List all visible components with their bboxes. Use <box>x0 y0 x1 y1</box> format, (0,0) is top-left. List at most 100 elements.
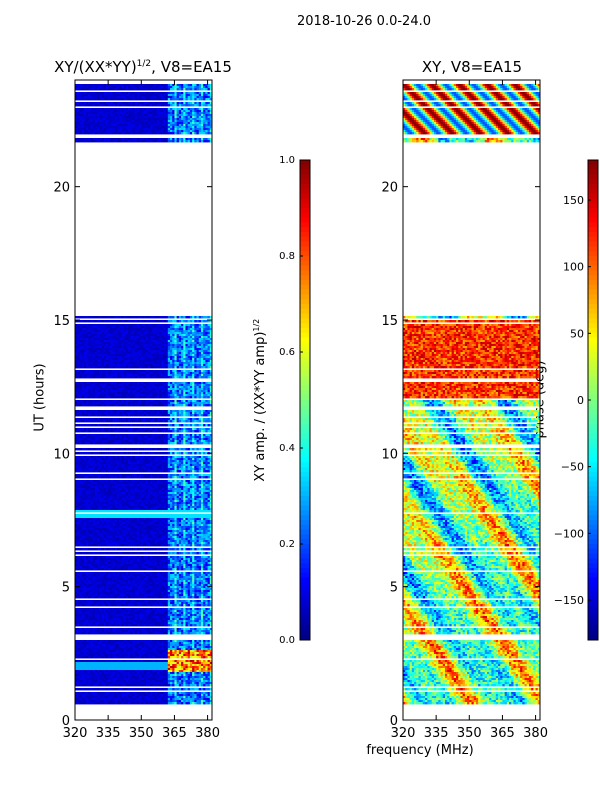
heatmap-cell <box>178 108 182 111</box>
heatmap-cell <box>123 98 127 101</box>
heatmap-cell <box>200 102 204 105</box>
heatmap-cell <box>187 88 191 91</box>
heatmap-cell <box>112 112 116 115</box>
heatmap-cell <box>170 84 173 87</box>
heatmap-cell <box>145 104 149 107</box>
heatmap-cell <box>125 98 129 101</box>
heatmap-cell <box>141 108 144 111</box>
heatmap-cell <box>134 104 138 107</box>
heatmap-cell <box>77 108 80 111</box>
heatmap-cell <box>130 96 133 99</box>
heatmap-cell <box>134 108 138 111</box>
heatmap-cell <box>163 86 166 89</box>
heatmap-cell <box>198 88 202 91</box>
heatmap-cell <box>121 102 125 105</box>
heatmap-cell <box>205 84 208 87</box>
heatmap-cell <box>165 98 169 101</box>
heatmap-cell <box>101 98 105 101</box>
heatmap-cell <box>81 94 85 97</box>
heatmap-cell <box>161 110 164 113</box>
heatmap-cell <box>77 94 80 97</box>
heatmap-cell <box>170 88 173 91</box>
heatmap-cell <box>105 98 109 101</box>
heatmap-cell <box>125 112 129 115</box>
heatmap-cell <box>145 92 149 95</box>
heatmap-cell <box>205 86 208 89</box>
heatmap-cell <box>207 110 211 113</box>
heatmap-cell <box>130 94 133 97</box>
heatmap-cell <box>167 88 171 91</box>
heatmap-cell <box>192 108 195 111</box>
heatmap-cell <box>108 104 111 107</box>
heatmap-cell <box>101 96 105 99</box>
heatmap-cell <box>143 98 147 101</box>
heatmap-cell <box>158 98 162 101</box>
heatmap-cell <box>94 92 98 95</box>
heatmap-cell <box>178 92 182 95</box>
heatmap-cell <box>114 104 118 107</box>
heatmap-cell <box>141 104 144 107</box>
heatmap-cell <box>143 96 147 99</box>
heatmap-cell <box>147 86 151 89</box>
heatmap-cell <box>114 86 118 89</box>
heatmap-cell <box>90 86 94 89</box>
heatmap-cell <box>181 86 184 89</box>
heatmap-cell <box>128 92 131 95</box>
heatmap-cell <box>132 98 136 101</box>
heatmap-cell <box>161 104 164 107</box>
heatmap-cell <box>205 110 208 113</box>
heatmap-cell <box>207 96 211 99</box>
heatmap-cell <box>163 94 166 97</box>
heatmap-cell <box>165 92 169 95</box>
heatmap-cell <box>154 112 158 115</box>
heatmap-cell <box>75 86 78 89</box>
heatmap-cell <box>108 102 111 105</box>
heatmap-cell <box>139 108 142 111</box>
heatmap-cell <box>161 94 164 97</box>
heatmap-cell <box>178 84 182 87</box>
heatmap-cell <box>125 84 129 87</box>
heatmap-cell <box>194 110 197 113</box>
heatmap-cell <box>181 104 184 107</box>
heatmap-cell <box>203 94 206 97</box>
heatmap-cell <box>105 110 109 113</box>
heatmap-cell <box>147 102 151 105</box>
heatmap-cell <box>181 92 184 95</box>
heatmap-cell <box>158 92 162 95</box>
heatmap-cell <box>150 98 153 101</box>
heatmap-cell <box>86 104 89 107</box>
heatmap-cell <box>125 102 129 105</box>
heatmap-cell <box>112 108 116 111</box>
heatmap-cell <box>112 102 116 105</box>
heatmap-cell <box>75 94 78 97</box>
heatmap-cell <box>92 96 96 99</box>
heatmap-cell <box>187 92 191 95</box>
heatmap-cell <box>110 102 113 105</box>
heatmap-cell <box>163 84 166 87</box>
heatmap-cell <box>103 102 107 105</box>
heatmap-cell <box>116 102 120 105</box>
heatmap-cell <box>112 96 116 99</box>
heatmap-cell <box>128 110 131 113</box>
heatmap-cell <box>150 92 153 95</box>
heatmap-cell <box>194 96 197 99</box>
heatmap-cell <box>203 102 206 105</box>
heatmap-cell <box>207 88 211 91</box>
heatmap-cell <box>88 96 91 99</box>
heatmap-cell <box>147 108 151 111</box>
heatmap-cell <box>88 98 91 101</box>
heatmap-cell <box>119 108 122 111</box>
heatmap-cell <box>88 92 91 95</box>
heatmap-cell <box>88 110 91 113</box>
heatmap-cell <box>205 104 208 107</box>
heatmap-cell <box>187 86 191 89</box>
heatmap-cell <box>174 88 178 91</box>
heatmap-cell <box>165 96 169 99</box>
heatmap-cell <box>88 112 91 115</box>
heatmap-cell <box>81 110 85 113</box>
heatmap-cell <box>81 98 85 101</box>
heatmap-cell <box>110 98 113 101</box>
heatmap-cell <box>178 110 182 113</box>
heatmap-cell <box>119 86 122 89</box>
